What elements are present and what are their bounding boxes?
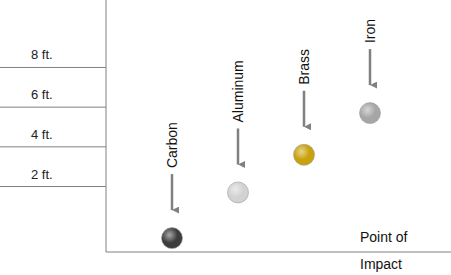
point-shine — [228, 182, 249, 203]
annotation: Point of — [360, 229, 408, 245]
plot-area — [162, 103, 381, 249]
y-axis — [106, 0, 107, 252]
category-label: Brass — [296, 49, 312, 85]
annotation: Impact — [360, 256, 402, 272]
chart-container: 2 ft. 4 ft. 6 ft. 8 ft. Carbon Aluminum Brass I… — [0, 0, 451, 275]
y-tick — [0, 186, 106, 187]
arrow — [237, 128, 240, 164]
y-tick-label: 4 ft. — [31, 127, 53, 142]
y-tick — [0, 107, 106, 108]
category-label: Carbon — [164, 122, 180, 168]
point — [228, 182, 249, 203]
point — [360, 103, 381, 124]
point-shine — [360, 103, 381, 124]
y-tick-label: 6 ft. — [31, 87, 53, 102]
point — [294, 144, 315, 165]
y-tick — [0, 146, 106, 147]
y-tick — [0, 67, 106, 68]
arrow — [369, 49, 372, 85]
category-label: Aluminum — [230, 60, 246, 122]
arrow — [171, 174, 174, 210]
point — [162, 228, 183, 249]
arrow — [303, 91, 306, 127]
x-axis — [106, 252, 451, 253]
y-tick-label: 8 ft. — [31, 47, 53, 62]
category-label: Iron — [362, 19, 378, 43]
point-shine — [162, 228, 183, 249]
y-tick-label: 2 ft. — [31, 167, 53, 182]
chart-svg: 2 ft. 4 ft. 6 ft. 8 ft. Carbon Aluminum Brass I… — [0, 0, 451, 275]
point-shine — [294, 144, 315, 165]
